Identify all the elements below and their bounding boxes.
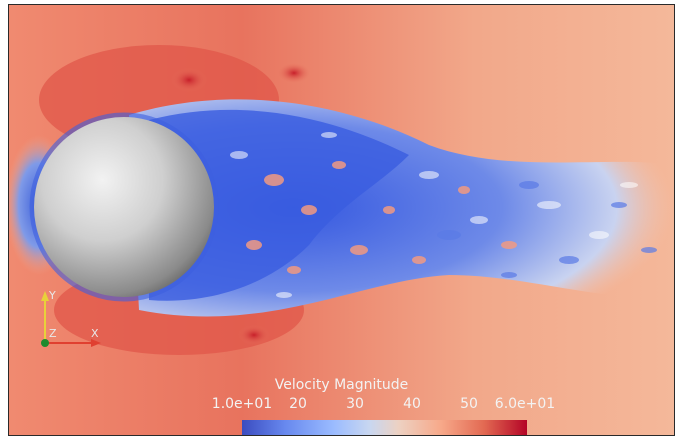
axis-label-z: Z	[49, 327, 57, 340]
flow-field	[9, 5, 674, 435]
colorbar-title: Velocity Magnitude	[274, 377, 409, 393]
y-axis-arrow	[41, 291, 49, 301]
vortex-blob	[171, 68, 207, 92]
x-axis-arrow	[91, 339, 101, 347]
vortex-blob	[278, 63, 310, 83]
wake-region	[129, 99, 674, 317]
orientation-axes	[41, 291, 101, 347]
colorbar-tick: 40	[403, 396, 421, 412]
colorbar-gradient	[242, 420, 527, 435]
colorbar-min-label: 1.0e+01	[211, 396, 273, 412]
colorbar-tick: 50	[460, 396, 478, 412]
axis-label-y: Y	[49, 289, 56, 302]
colorbar-tick: 20	[289, 396, 307, 412]
colorbar-tick: 30	[346, 396, 364, 412]
sphere-body[interactable]	[34, 117, 214, 297]
colorbar-max-label: 6.0e+01	[494, 396, 556, 412]
vortex-blob	[238, 325, 270, 345]
render-viewport[interactable]: Y Z X Velocity Magnitude 1.0e+01 20 30 4…	[8, 4, 675, 436]
boundary-layer	[29, 112, 219, 302]
axis-label-x: X	[91, 327, 99, 340]
z-axis-dot	[41, 339, 49, 347]
